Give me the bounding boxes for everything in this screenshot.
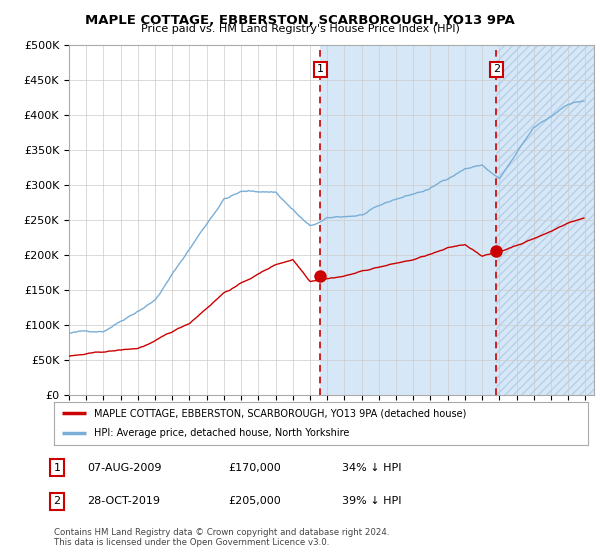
Text: £205,000: £205,000 <box>228 496 281 506</box>
Text: HPI: Average price, detached house, North Yorkshire: HPI: Average price, detached house, Nort… <box>94 428 349 438</box>
Text: 2: 2 <box>53 496 61 506</box>
Text: 1: 1 <box>317 64 324 74</box>
Bar <box>320 45 594 395</box>
Text: MAPLE COTTAGE, EBBERSTON, SCARBOROUGH, YO13 9PA (detached house): MAPLE COTTAGE, EBBERSTON, SCARBOROUGH, Y… <box>94 408 466 418</box>
Text: 39% ↓ HPI: 39% ↓ HPI <box>342 496 401 506</box>
Text: 2: 2 <box>493 64 500 74</box>
Text: 07-AUG-2009: 07-AUG-2009 <box>87 463 161 473</box>
Text: 28-OCT-2019: 28-OCT-2019 <box>87 496 160 506</box>
Text: 1: 1 <box>53 463 61 473</box>
Text: MAPLE COTTAGE, EBBERSTON, SCARBOROUGH, YO13 9PA: MAPLE COTTAGE, EBBERSTON, SCARBOROUGH, Y… <box>85 14 515 27</box>
Bar <box>496 45 594 395</box>
Text: £170,000: £170,000 <box>228 463 281 473</box>
Text: Contains HM Land Registry data © Crown copyright and database right 2024.
This d: Contains HM Land Registry data © Crown c… <box>54 528 389 547</box>
Text: Price paid vs. HM Land Registry's House Price Index (HPI): Price paid vs. HM Land Registry's House … <box>140 24 460 34</box>
Text: 34% ↓ HPI: 34% ↓ HPI <box>342 463 401 473</box>
